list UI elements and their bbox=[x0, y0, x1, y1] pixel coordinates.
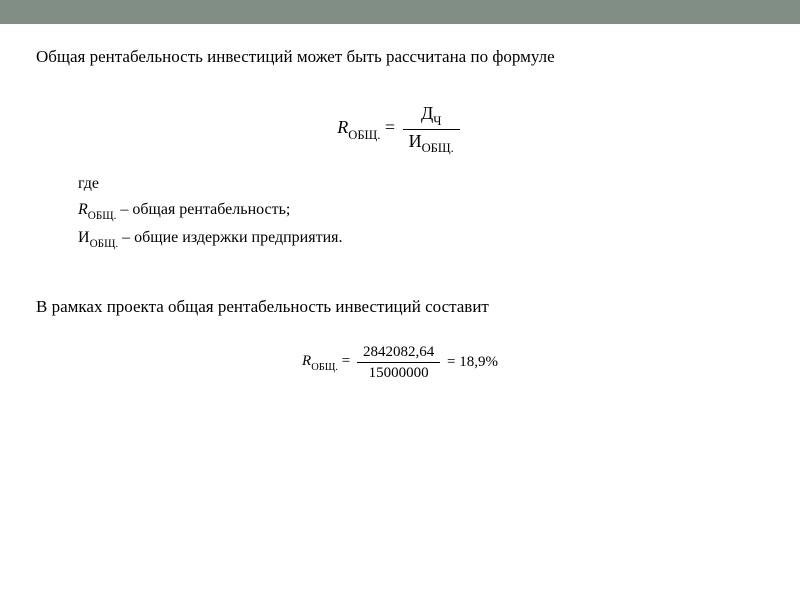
def2-symbol: И bbox=[78, 229, 90, 246]
def1-sub: ОБЩ. bbox=[88, 210, 117, 222]
formula-calculation: RОБЩ. = 2842082,64 15000000 = 18,9% bbox=[36, 343, 764, 382]
formula2-fraction: 2842082,64 15000000 bbox=[357, 343, 440, 382]
formula2-num: 2842082,64 bbox=[357, 343, 440, 362]
formula2-den: 15000000 bbox=[357, 362, 440, 382]
formula1-den-sub: ОБЩ. bbox=[422, 141, 454, 155]
where-label: где bbox=[78, 171, 764, 197]
formula1-num-sub: Ч bbox=[433, 114, 441, 128]
def-line-2: ИОБЩ. – общие издержки предприятия. bbox=[78, 225, 764, 253]
formula2-lhs-symbol: R bbox=[302, 353, 311, 369]
formula1-lhs-sub: ОБЩ. bbox=[348, 128, 380, 142]
formula2-result: 18,9% bbox=[459, 354, 498, 370]
definitions: где RОБЩ. – общая рентабельность; ИОБЩ. … bbox=[78, 171, 764, 253]
formula1-lhs-symbol: R bbox=[337, 117, 348, 137]
header-bar bbox=[0, 0, 800, 24]
def2-sub: ОБЩ. bbox=[90, 238, 119, 250]
formula1-num-symbol: Д bbox=[421, 103, 433, 123]
formula2-lhs-sub: ОБЩ. bbox=[311, 362, 338, 373]
formula1-fraction: ДЧ ИОБЩ. bbox=[403, 103, 460, 155]
formula1-den-symbol: И bbox=[409, 131, 422, 151]
def1-symbol: R bbox=[78, 201, 88, 218]
def1-text: – общая рентабельность; bbox=[116, 201, 290, 218]
intro-text: Общая рентабельность инвестиций может бы… bbox=[36, 46, 764, 69]
def-line-1: RОБЩ. – общая рентабельность; bbox=[78, 197, 764, 225]
def2-text: – общие издержки предприятия. bbox=[118, 229, 342, 246]
formula-general: RОБЩ. = ДЧ ИОБЩ. bbox=[36, 103, 764, 155]
slide-content: Общая рентабельность инвестиций может бы… bbox=[0, 46, 800, 382]
paragraph-2: В рамках проекта общая рентабельность ин… bbox=[36, 297, 764, 317]
